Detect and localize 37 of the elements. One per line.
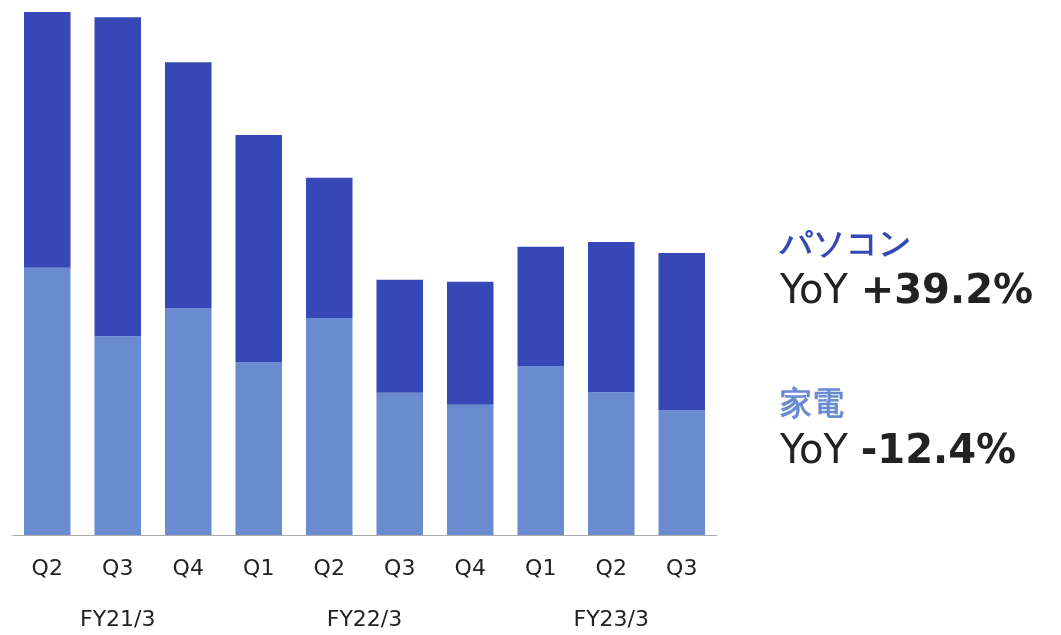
bar bbox=[235, 361, 283, 535]
bar bbox=[517, 246, 565, 367]
x-tick-label: Q1 bbox=[243, 554, 275, 580]
bar bbox=[446, 404, 494, 535]
x-tick-label: Q2 bbox=[595, 554, 627, 580]
bar bbox=[305, 177, 353, 318]
bar bbox=[658, 410, 706, 535]
text: FY21/3 bbox=[80, 606, 156, 631]
x-tick-label: Q4 bbox=[454, 554, 486, 580]
bar bbox=[587, 392, 635, 535]
bar bbox=[164, 308, 212, 535]
x-tick-label: Q1 bbox=[525, 554, 557, 580]
bar bbox=[658, 253, 706, 410]
text: YoY +39.2% bbox=[780, 266, 1035, 312]
x-tick-label: Q4 bbox=[172, 554, 204, 580]
text: FY23/3 bbox=[573, 606, 649, 631]
bar bbox=[94, 17, 142, 337]
bar bbox=[517, 366, 565, 535]
bar bbox=[376, 392, 424, 535]
x-tick-label: Q2 bbox=[31, 554, 63, 580]
bar bbox=[94, 336, 142, 535]
text: YoY -12.4% bbox=[780, 426, 1018, 472]
bar bbox=[376, 279, 424, 393]
bar bbox=[446, 281, 494, 405]
bar bbox=[23, 267, 71, 535]
text: パソコン bbox=[780, 223, 913, 264]
bar bbox=[235, 134, 283, 362]
x-tick-label: Q2 bbox=[313, 554, 345, 580]
text: FY22/3 bbox=[326, 606, 403, 631]
x-tick-label: Q3 bbox=[384, 554, 416, 580]
bar bbox=[164, 62, 212, 309]
bar bbox=[587, 242, 635, 393]
text: 家電 bbox=[780, 383, 845, 424]
x-tick-label: Q3 bbox=[666, 554, 698, 580]
bar bbox=[23, 12, 71, 268]
x-tick-label: Q3 bbox=[102, 554, 134, 580]
bar bbox=[305, 317, 353, 535]
